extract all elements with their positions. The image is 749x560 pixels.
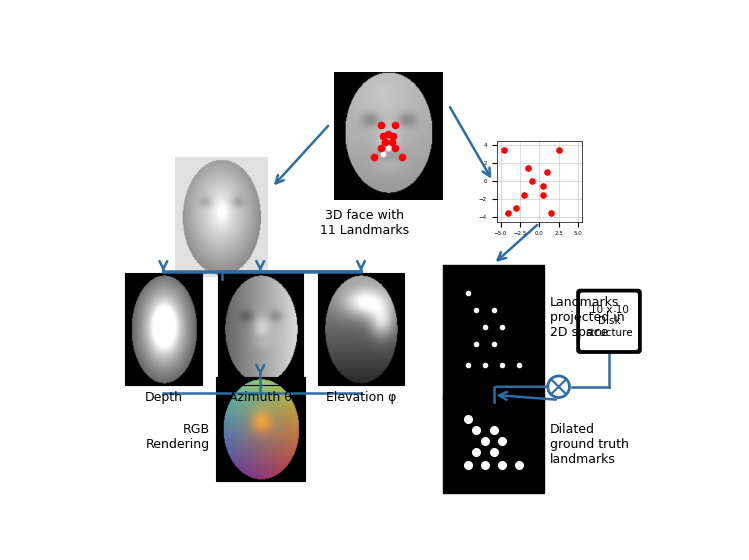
Circle shape (548, 376, 569, 398)
FancyBboxPatch shape (580, 293, 637, 349)
Text: 3D face with
11 Landmarks: 3D face with 11 Landmarks (321, 209, 410, 237)
FancyBboxPatch shape (577, 290, 640, 352)
Text: Dilated
ground truth
landmarks: Dilated ground truth landmarks (550, 423, 629, 466)
FancyBboxPatch shape (443, 265, 544, 400)
Text: 10 x 10
Disk
structure: 10 x 10 Disk structure (585, 305, 633, 338)
Text: Depth: Depth (145, 391, 182, 404)
Text: Azimuth θ: Azimuth θ (228, 391, 291, 404)
FancyBboxPatch shape (443, 396, 544, 493)
Text: Landmarks
projected in
2D space: Landmarks projected in 2D space (550, 296, 625, 339)
Text: Elevation φ: Elevation φ (326, 391, 396, 404)
Text: RGB
Rendering: RGB Rendering (145, 423, 210, 451)
